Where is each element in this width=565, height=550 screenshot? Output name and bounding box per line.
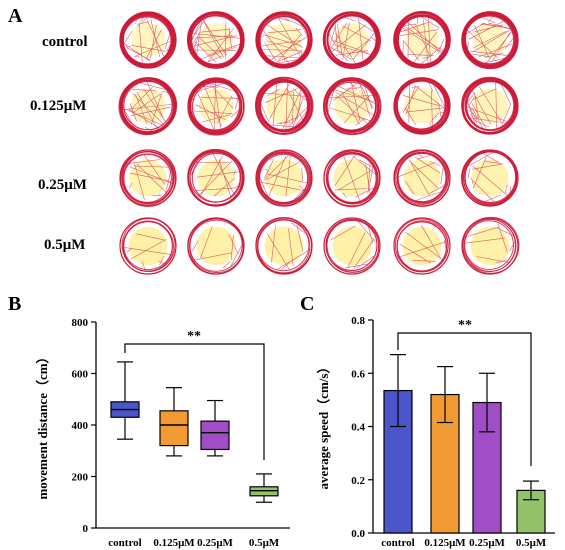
arena-2-3 — [323, 149, 381, 208]
panel-c-ylabel: average speed（cm/s） — [316, 361, 331, 490]
panel-c: C average speed（cm/s） 0.0 0.2 0.4 0.6 0.8 co… — [300, 293, 555, 549]
b-ytick-label: 0 — [83, 523, 89, 535]
row-label-control: control — [42, 34, 88, 50]
b-category-label: 0.25μM — [197, 537, 233, 549]
c-ytick-label: 0.8 — [351, 315, 365, 327]
c-ytick-label: 0.2 — [351, 475, 365, 487]
arena-3-4 — [393, 217, 451, 275]
arena-2-5 — [461, 149, 519, 207]
b-significance-label: ** — [187, 329, 201, 344]
c-category-label: 0.5μM — [516, 537, 547, 549]
box-body — [200, 420, 230, 451]
arena-0-1 — [186, 11, 245, 69]
arena-2-1 — [187, 148, 245, 207]
c-ytick-label: 0.6 — [351, 368, 365, 380]
arena-2-0 — [119, 149, 177, 207]
c-significance-bracket — [397, 332, 532, 466]
arena-2-2 — [255, 149, 313, 207]
bar-1 — [430, 365, 460, 534]
box-2 — [200, 399, 230, 457]
b-ytick-label: 400 — [72, 420, 89, 432]
arena-1-4 — [393, 77, 451, 135]
arena-grid — [118, 10, 520, 275]
arena-3-1 — [187, 217, 245, 275]
arena-2-4 — [393, 149, 451, 207]
bar-2 — [472, 372, 502, 534]
arena-1-5 — [461, 76, 519, 135]
arena-0-5 — [461, 11, 519, 70]
box-0 — [110, 361, 140, 440]
arena-1-2 — [254, 76, 314, 135]
c-ytick-label: 0.4 — [351, 422, 365, 434]
b-significance-bracket — [124, 343, 265, 460]
arena-3-3 — [323, 217, 381, 275]
box-1 — [159, 387, 189, 457]
b-ytick-label: 200 — [72, 472, 89, 484]
b-category-label: 0.125μM — [153, 537, 195, 549]
panel-b: B movement distance（cm） 0 200 400 600 800 co… — [8, 293, 290, 549]
panel-b-letter: B — [8, 293, 21, 315]
arena-3-2 — [255, 216, 313, 275]
arena-3-0 — [119, 217, 177, 275]
arena-0-2 — [255, 11, 313, 69]
box-3 — [249, 473, 279, 503]
arena-1-3 — [322, 77, 382, 135]
b-category-label: control — [108, 537, 141, 549]
bar — [383, 389, 413, 534]
bar-3 — [516, 480, 546, 534]
row-label-0125: 0.125μM — [30, 98, 86, 114]
arena-0-3 — [322, 11, 382, 70]
c-ytick-label: 0.0 — [351, 528, 365, 540]
arena-0-4 — [393, 10, 451, 69]
c-category-label: 0.125μM — [424, 537, 466, 549]
b-ytick-label: 600 — [72, 369, 89, 381]
arena-3-5 — [461, 216, 520, 275]
b-ytick-label: 800 — [72, 317, 89, 329]
panel-c-letter: C — [300, 293, 314, 315]
c-category-label: control — [381, 537, 414, 549]
bar-0 — [383, 354, 413, 534]
arena-1-1 — [187, 77, 245, 136]
row-label-025: 0.25μM — [38, 177, 87, 193]
c-significance-label: ** — [458, 318, 472, 333]
arena-0-0 — [119, 11, 177, 69]
arena-1-0 — [118, 77, 178, 136]
row-label-05: 0.5μM — [44, 237, 85, 253]
b-category-label: 0.5μM — [249, 537, 280, 549]
c-category-label: 0.25μM — [469, 537, 505, 549]
box-body — [159, 410, 189, 447]
panel-a: A control 0.125μM 0.25μM 0.5μM — [8, 5, 520, 275]
panel-a-letter: A — [8, 5, 23, 27]
panel-b-ylabel: movement distance（cm） — [35, 350, 50, 499]
